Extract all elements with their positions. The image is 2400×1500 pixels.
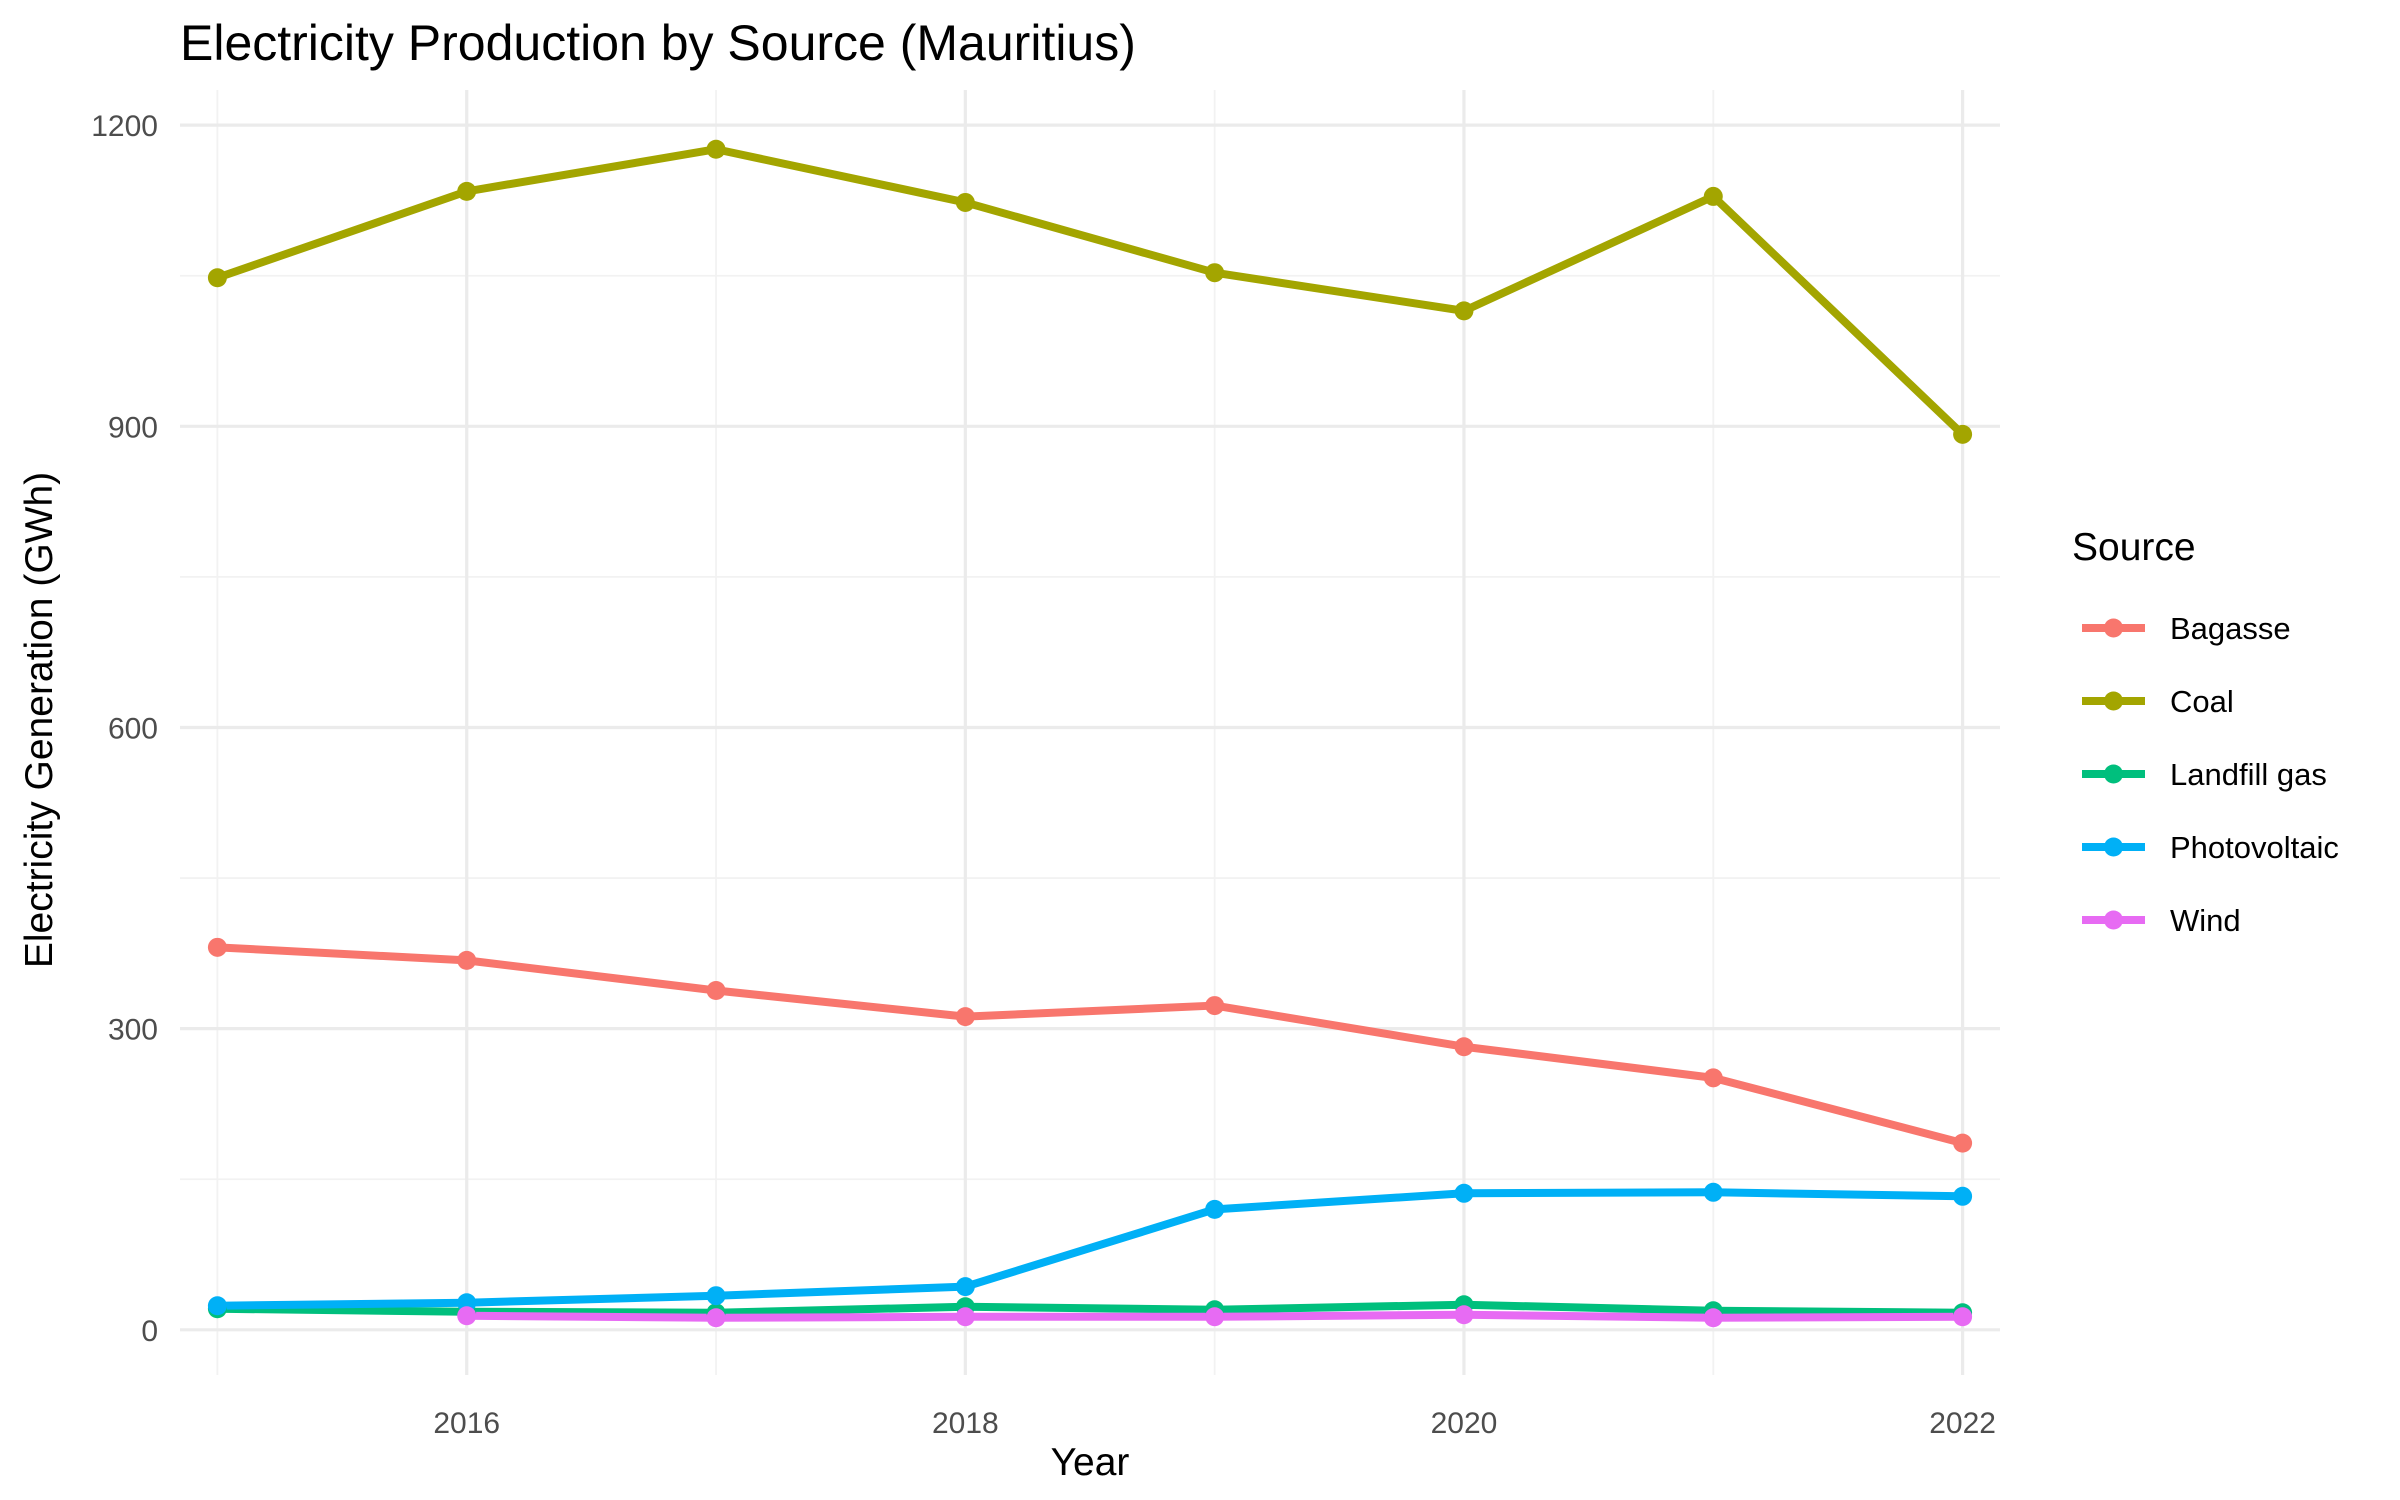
data-point-wind bbox=[1953, 1307, 1973, 1327]
series-line-landfill-gas bbox=[217, 1300, 1963, 1317]
data-point-bagasse bbox=[706, 981, 726, 1001]
data-point-coal bbox=[1703, 186, 1723, 206]
data-point-photovoltaic bbox=[1703, 1182, 1723, 1202]
legend-key-point bbox=[2104, 618, 2123, 638]
data-point-bagasse bbox=[1953, 1133, 1973, 1153]
data-point-wind bbox=[457, 1306, 477, 1326]
legend-label: Landfill gas bbox=[2170, 757, 2327, 792]
series-lines bbox=[216, 145, 1966, 1322]
data-point-wind bbox=[1205, 1307, 1225, 1327]
data-point-coal bbox=[706, 139, 726, 159]
series-line-photovoltaic bbox=[217, 1188, 1963, 1310]
data-point-photovoltaic bbox=[457, 1293, 477, 1313]
data-point-coal bbox=[955, 192, 975, 212]
data-point-wind bbox=[706, 1308, 726, 1328]
data-point-photovoltaic bbox=[955, 1277, 975, 1297]
x-tick-label: 2016 bbox=[433, 1407, 500, 1440]
data-point-coal bbox=[457, 181, 477, 201]
x-tick-label: 2022 bbox=[1929, 1407, 1996, 1440]
chart-title: Electricity Production by Source (Maurit… bbox=[180, 15, 1136, 71]
legend-key-point bbox=[2104, 837, 2123, 857]
legend-key-bagasse bbox=[2082, 618, 2145, 638]
x-tick-label: 2020 bbox=[1431, 1407, 1498, 1440]
legend-title: Source bbox=[2072, 526, 2196, 569]
legend-key-wind bbox=[2082, 910, 2145, 930]
grid bbox=[180, 90, 2000, 1375]
legend-label: Photovoltaic bbox=[2170, 830, 2339, 865]
y-tick-label: 300 bbox=[108, 1014, 158, 1047]
data-point-photovoltaic bbox=[1953, 1186, 1973, 1206]
legend-key-point bbox=[2104, 764, 2123, 784]
legend-label: Wind bbox=[2170, 903, 2241, 938]
legend: Source Bagasse Coal Landfill gas Photovolta… bbox=[2072, 526, 2339, 938]
legend-label: Coal bbox=[2170, 684, 2234, 719]
x-axis-title: Year bbox=[1051, 1441, 1130, 1484]
series-points bbox=[207, 139, 1973, 1328]
data-point-wind bbox=[955, 1307, 975, 1327]
data-point-bagasse bbox=[457, 950, 477, 970]
data-point-coal bbox=[1454, 301, 1474, 321]
data-point-coal bbox=[1205, 263, 1225, 283]
x-tick-label: 2018 bbox=[932, 1407, 999, 1440]
y-tick-label: 900 bbox=[108, 411, 158, 444]
y-tick-label: 600 bbox=[108, 712, 158, 745]
data-point-photovoltaic bbox=[1205, 1199, 1225, 1219]
data-point-photovoltaic bbox=[706, 1286, 726, 1306]
data-point-bagasse bbox=[1454, 1037, 1474, 1057]
y-axis-title: Electricity Generation (GWh) bbox=[18, 472, 61, 968]
legend-key-photovoltaic bbox=[2082, 837, 2145, 857]
legend-key-point bbox=[2104, 691, 2123, 711]
series-line-coal bbox=[216, 145, 1966, 438]
legend-label: Bagasse bbox=[2170, 611, 2291, 646]
x-axis-ticks: 2016 2018 2020 2022 bbox=[433, 1407, 1996, 1440]
data-point-photovoltaic bbox=[1454, 1183, 1474, 1203]
legend-key-point bbox=[2104, 910, 2123, 930]
series-line-bagasse bbox=[217, 943, 1964, 1147]
y-tick-label: 0 bbox=[141, 1315, 158, 1348]
y-axis-ticks: 0 300 600 900 1200 bbox=[91, 110, 158, 1348]
y-tick-label: 1200 bbox=[91, 110, 158, 143]
data-point-wind bbox=[1454, 1305, 1474, 1325]
data-point-wind bbox=[1703, 1308, 1723, 1328]
data-point-bagasse bbox=[207, 937, 227, 957]
data-point-coal bbox=[207, 268, 227, 288]
data-point-bagasse bbox=[1703, 1068, 1723, 1088]
data-point-bagasse bbox=[955, 1007, 975, 1027]
legend-key-landfill-gas bbox=[2082, 764, 2145, 784]
data-point-bagasse bbox=[1205, 996, 1225, 1016]
legend-key-coal bbox=[2082, 691, 2145, 711]
data-point-coal bbox=[1953, 424, 1973, 444]
data-point-photovoltaic bbox=[207, 1296, 227, 1316]
